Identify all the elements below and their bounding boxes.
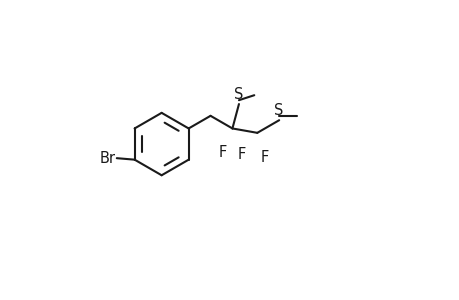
Text: F: F	[260, 150, 269, 165]
Text: S: S	[274, 103, 283, 118]
Text: Br: Br	[99, 151, 115, 166]
Text: F: F	[218, 145, 227, 160]
Text: S: S	[234, 87, 243, 102]
Text: F: F	[237, 147, 246, 162]
